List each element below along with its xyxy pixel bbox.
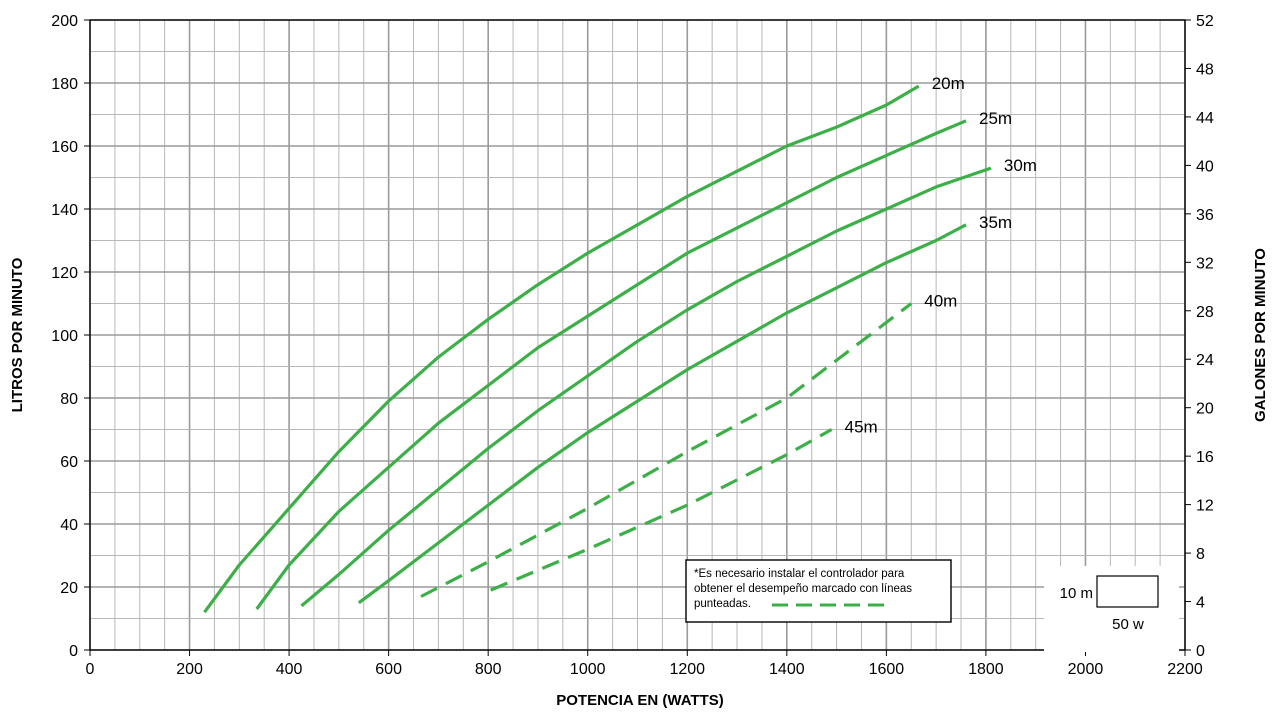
tick-labels: 0 200 400 600 800 1000 1200 1400 1600 1800 2000 220… [51, 13, 1214, 678]
scale-key: 10 m 50 w [1044, 566, 1179, 652]
y-tick-label: 100 [51, 328, 78, 345]
series-line-40m [420, 302, 913, 598]
note-box: *Es necesario instalar el controlador pa… [685, 559, 952, 623]
y-right-tick-label: 28 [1196, 304, 1214, 321]
scale-key-horizontal-label: 50 w [1112, 616, 1144, 633]
y-tick-label: 20 [60, 580, 78, 597]
y-right-tick-label: 24 [1196, 352, 1214, 369]
y-right-tick-label: 36 [1196, 207, 1214, 224]
y-tick-label: 60 [60, 454, 78, 471]
series-line-25m [255, 119, 967, 610]
y-right-tick-label: 0 [1196, 643, 1205, 660]
series-labels: 20m 25m 30m 35m 40m 45m [845, 74, 1037, 436]
y-tick-label: 200 [51, 13, 78, 30]
x-tick-label: 400 [276, 661, 303, 678]
x-tick-label: 800 [475, 661, 502, 678]
x-axis-title: POTENCIA EN (WATTS) [556, 692, 724, 709]
y-tick-label: 140 [51, 202, 78, 219]
series-label-30m: 30m [1004, 156, 1037, 175]
note-line-1: *Es necesario instalar el controlador pa… [694, 568, 905, 580]
series-line-35m [357, 223, 967, 605]
note-line-3: punteadas. [694, 598, 751, 610]
series-label-45m: 45m [845, 418, 878, 437]
y-right-tick-label: 52 [1196, 13, 1214, 30]
series-label-20m: 20m [932, 74, 965, 93]
series-line-45m [490, 428, 833, 592]
x-tick-label: 1200 [669, 661, 705, 678]
y-right-tick-label: 20 [1196, 401, 1214, 418]
x-tick-label: 200 [176, 661, 203, 678]
series-line-30m [300, 166, 992, 608]
y-tick-label: 160 [51, 139, 78, 156]
x-tick-label: 600 [375, 661, 402, 678]
x-tick-label: 0 [86, 661, 95, 678]
series-label-40m: 40m [924, 292, 957, 311]
x-tick-label: 1400 [769, 661, 805, 678]
y-right-tick-label: 12 [1196, 498, 1214, 515]
grid [89, 19, 1186, 651]
series-lines [203, 84, 992, 614]
y-right-tick-label: 8 [1196, 546, 1205, 563]
y-tick-label: 180 [51, 76, 78, 93]
x-tick-label: 2200 [1167, 661, 1203, 678]
scale-key-box [1096, 575, 1159, 608]
y-right-tick-label: 32 [1196, 255, 1214, 272]
y-right-tick-label: 4 [1196, 595, 1205, 612]
note-line-2: obtener el desempeño marcado con líneas [694, 583, 912, 595]
y-right-tick-label: 44 [1196, 110, 1214, 127]
x-tick-label: 2000 [1068, 661, 1104, 678]
y-right-tick-label: 40 [1196, 158, 1214, 175]
series-label-25m: 25m [979, 109, 1012, 128]
series-line-20m [203, 84, 920, 614]
x-tick-label: 1800 [968, 661, 1004, 678]
series-label-35m: 35m [979, 213, 1012, 232]
x-tick-label: 1600 [869, 661, 905, 678]
y-right-tick-label: 16 [1196, 449, 1214, 466]
y-tick-label: 120 [51, 265, 78, 282]
y-tick-label: 40 [60, 517, 78, 534]
note-box-border [685, 559, 952, 623]
scale-key-vertical-label: 10 m [1060, 585, 1093, 602]
x-tick-label: 1000 [570, 661, 606, 678]
y-axis-title: LITROS POR MINUTO [9, 257, 26, 412]
y-right-axis-title: GALONES POR MINUTO [1252, 248, 1269, 422]
y-right-tick-label: 48 [1196, 61, 1214, 78]
y-tick-label: 0 [69, 643, 78, 660]
y-tick-label: 80 [60, 391, 78, 408]
